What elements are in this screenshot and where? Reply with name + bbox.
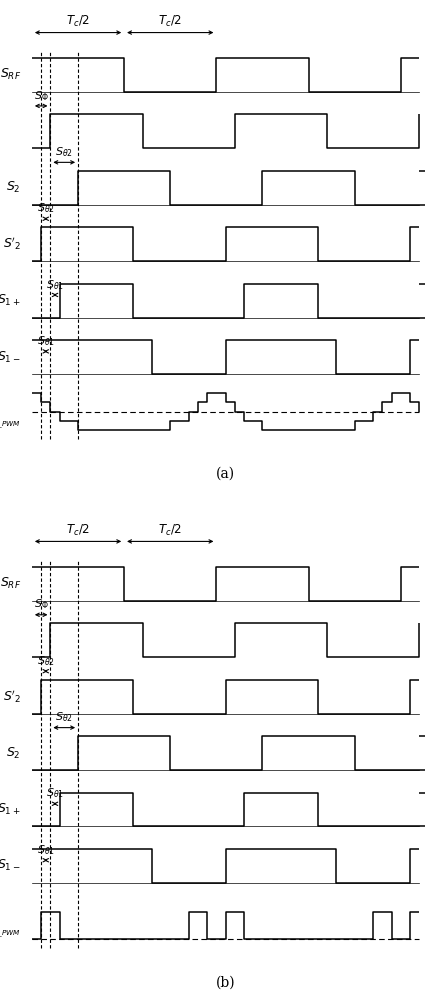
Text: $S_\Phi$: $S_\Phi$ (34, 89, 48, 103)
Text: $S_2$: $S_2$ (6, 745, 21, 761)
Text: $T_c/2$: $T_c/2$ (158, 14, 182, 29)
Text: $S_{\theta2}$: $S_{\theta2}$ (37, 202, 55, 215)
Text: $S_{\theta2}$: $S_{\theta2}$ (55, 710, 73, 724)
Text: $S_\Phi$: $S_\Phi$ (34, 598, 48, 611)
Text: $S'_2$: $S'_2$ (3, 236, 21, 252)
Text: $T_c/2$: $T_c/2$ (158, 523, 182, 538)
Text: $S'_2$: $S'_2$ (3, 688, 21, 705)
Text: $S_{1+}$: $S_{1+}$ (0, 293, 21, 308)
Text: $S_{1+}$: $S_{1+}$ (0, 802, 21, 817)
Text: $S_{\theta1}$: $S_{\theta1}$ (46, 278, 64, 292)
Text: $S_{\theta2}$: $S_{\theta2}$ (37, 654, 55, 668)
Text: $S_{RF}$: $S_{RF}$ (0, 67, 21, 82)
Text: $S_2$: $S_2$ (6, 180, 21, 195)
Text: $S_{\theta1}$: $S_{\theta1}$ (37, 334, 55, 348)
Text: $S_{1-}$: $S_{1-}$ (0, 349, 21, 365)
Text: $S_{\theta1}$: $S_{\theta1}$ (37, 843, 55, 857)
Text: $S_{\theta1}$: $S_{\theta1}$ (46, 787, 64, 800)
Text: (a): (a) (216, 467, 235, 481)
Text: $S_{\theta2}$: $S_{\theta2}$ (55, 145, 73, 159)
Text: $S_{RF}$: $S_{RF}$ (0, 576, 21, 591)
Text: $S_{1-}$: $S_{1-}$ (0, 858, 21, 873)
Text: $T_c/2$: $T_c/2$ (66, 523, 90, 538)
Text: $S_{5LRF\_PWM}$: $S_{5LRF\_PWM}$ (0, 925, 21, 940)
Text: (b): (b) (216, 976, 236, 990)
Text: $T_c/2$: $T_c/2$ (66, 14, 90, 29)
Text: $S_{5LRF\_PWM}$: $S_{5LRF\_PWM}$ (0, 416, 21, 431)
